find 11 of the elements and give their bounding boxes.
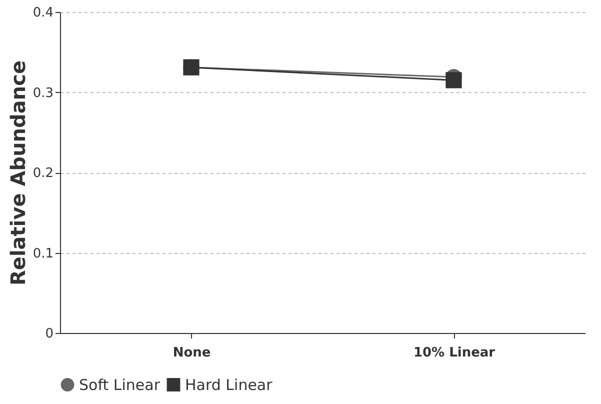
y-tick-label: 0.3 [32,86,54,101]
x-tick-label: 10% Linear [413,346,496,360]
legend-label: Soft Linear [79,376,161,394]
legend-label: Hard Linear [185,376,274,394]
y-axis-title: Relative Abundance [6,60,30,286]
y-tick-label: 0.2 [32,166,54,181]
y-tick-label: 0 [45,326,54,342]
point [446,72,462,88]
y-tick-label: 0.1 [32,246,54,262]
x-tick-label: None [172,346,211,360]
y-tick-label: 0.4 [32,6,54,20]
